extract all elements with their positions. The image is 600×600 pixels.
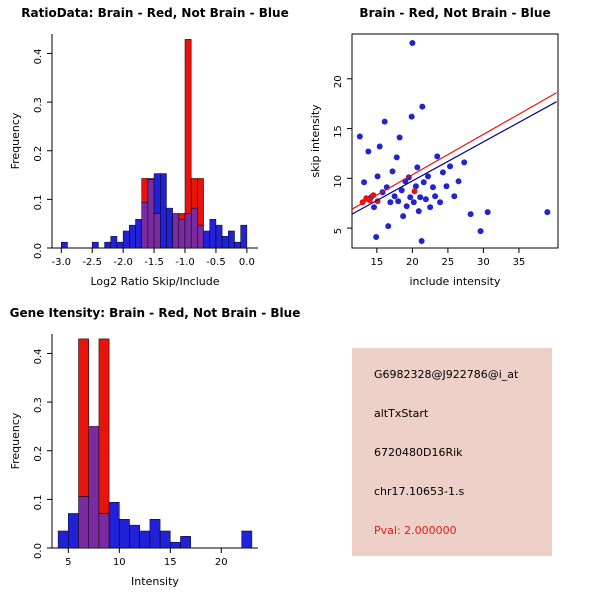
panel-gene-info: G6982328@J922786@i_at altTxStart 6720480… [300,300,600,600]
svg-text:15: 15 [370,257,383,268]
svg-text:0.2: 0.2 [33,446,44,462]
event-type-text: altTxStart [374,406,429,420]
svg-text:0.0: 0.0 [33,543,44,559]
svg-text:0.3: 0.3 [33,97,44,113]
svg-text:RatioData: Brain - Red, Not Br: RatioData: Brain - Red, Not Brain - Blue [21,6,288,20]
gene-info-box: G6982328@J922786@i_at altTxStart 6720480… [352,348,552,556]
svg-text:Gene Itensity: Brain - Red, No: Gene Itensity: Brain - Red, Not Brain - … [10,306,300,320]
svg-text:5: 5 [65,557,71,568]
svg-text:-1.5: -1.5 [144,257,164,268]
probe-id-text: G6982328@J922786@i_at [374,367,519,381]
svg-text:Brain - Red, Not Brain - Blue: Brain - Red, Not Brain - Blue [359,6,550,20]
svg-text:30: 30 [477,257,490,268]
svg-text:Log2 Ratio Skip/Include: Log2 Ratio Skip/Include [90,275,219,288]
svg-text:-3.0: -3.0 [52,257,72,268]
gene-intensity-histogram-chart: Gene Itensity: Brain - Red, Not Brain - … [9,306,300,588]
svg-text:15: 15 [164,557,177,568]
panel-gene-intensity-histogram: Gene Itensity: Brain - Red, Not Brain - … [0,300,300,600]
svg-text:0.1: 0.1 [33,494,44,510]
svg-text:0.0: 0.0 [33,243,44,259]
svg-text:15: 15 [333,125,344,138]
svg-text:0.0: 0.0 [239,257,255,268]
svg-text:-2.0: -2.0 [113,257,133,268]
intensity-scatter-chart: Brain - Red, Not Brain - Blue 15 20 25 30 35 5… [309,6,559,288]
svg-text:10: 10 [113,557,126,568]
svg-text:0.4: 0.4 [33,49,44,65]
svg-text:0.3: 0.3 [33,397,44,413]
svg-text:Frequency: Frequency [9,112,22,169]
svg-text:35: 35 [513,257,526,268]
ratio-histogram-chart: RatioData: Brain - Red, Not Brain - Blue… [9,6,289,288]
svg-text:20: 20 [215,557,228,568]
panel-ratio-histogram: RatioData: Brain - Red, Not Brain - Blue… [0,0,300,300]
svg-text:-1.0: -1.0 [175,257,195,268]
svg-text:20: 20 [333,75,344,88]
pval-text: Pval: 2.000000 [374,523,457,537]
svg-text:0.1: 0.1 [33,194,44,210]
svg-text:0.4: 0.4 [33,349,44,365]
svg-text:-2.5: -2.5 [82,257,102,268]
gene-symbol-text: 6720480D16Rik [374,445,463,459]
svg-text:-0.5: -0.5 [206,257,226,268]
svg-text:0.2: 0.2 [33,146,44,162]
svg-text:skip intensity: skip intensity [309,104,322,178]
locus-text: chr17.10653-1.s [374,484,465,498]
svg-text:Intensity: Intensity [131,575,179,588]
svg-text:include intensity: include intensity [409,275,501,288]
svg-text:Frequency: Frequency [9,412,22,469]
svg-text:10: 10 [333,175,344,188]
svg-text:25: 25 [442,257,455,268]
svg-text:5: 5 [333,228,344,234]
svg-text:20: 20 [406,257,419,268]
panel-intensity-scatter: Brain - Red, Not Brain - Blue 15 20 25 30 35 5… [300,0,600,300]
